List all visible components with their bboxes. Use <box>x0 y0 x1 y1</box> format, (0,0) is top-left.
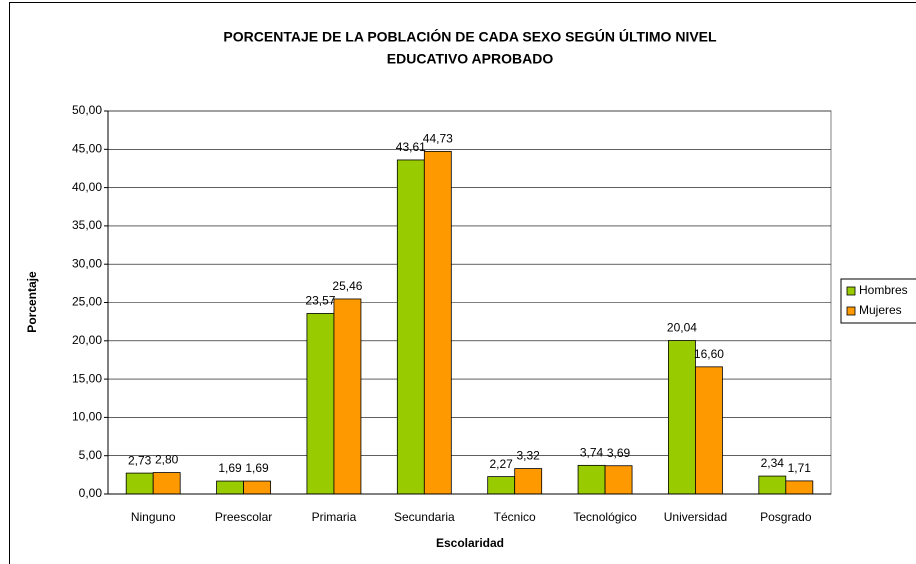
data-label: 3,32 <box>517 449 541 463</box>
legend-swatch <box>846 286 856 296</box>
bar <box>423 150 452 495</box>
y-tick-label: 10,00 <box>72 410 102 424</box>
legend-label: Mujeres <box>859 303 902 317</box>
data-label: 25,46 <box>332 279 362 293</box>
x-tick-label: Tecnológico <box>573 510 637 524</box>
bar <box>216 480 244 495</box>
legend-label: Hombres <box>859 283 908 297</box>
data-label: 1,69 <box>218 461 242 475</box>
data-label: 1,71 <box>788 461 812 475</box>
x-tick-label: Secundaria <box>394 510 455 524</box>
y-tick-label: 30,00 <box>72 256 102 270</box>
bar <box>243 480 271 495</box>
bar <box>695 366 723 495</box>
y-tick-label: 40,00 <box>72 180 102 194</box>
data-label: 20,04 <box>667 321 697 335</box>
data-label: 3,69 <box>607 446 631 460</box>
y-tick-label: 0,00 <box>79 486 103 500</box>
y-axis-title: Porcentaje <box>25 271 39 333</box>
data-label: 23,57 <box>305 294 335 308</box>
y-tick-label: 50,00 <box>72 103 102 117</box>
bar <box>668 340 696 495</box>
y-tick-label: 5,00 <box>79 448 103 462</box>
chart-title: EDUCATIVO APROBADO <box>387 51 554 67</box>
bar <box>577 464 606 495</box>
bar <box>152 472 181 495</box>
y-tick-label: 20,00 <box>72 333 102 347</box>
chart-title: PORCENTAJE DE LA POBLACIÓN DE CADA SEXO … <box>223 28 717 45</box>
x-tick-label: Preescolar <box>215 510 272 524</box>
data-label: 16,60 <box>694 347 724 361</box>
x-tick-label: Posgrado <box>760 510 812 524</box>
legend-swatch <box>846 306 856 316</box>
y-tick-label: 25,00 <box>72 295 102 309</box>
bar <box>306 313 335 495</box>
data-label: 43,61 <box>396 140 426 154</box>
data-label: 3,74 <box>580 446 604 460</box>
bar <box>396 159 425 495</box>
bar <box>785 480 814 495</box>
x-tick-label: Ninguno <box>131 510 176 524</box>
data-label: 2,34 <box>761 456 785 470</box>
bar <box>125 472 154 495</box>
x-tick-label: Primaria <box>312 510 357 524</box>
x-axis-title: Escolaridad <box>436 536 504 550</box>
data-label: 2,73 <box>128 453 152 467</box>
bar <box>758 475 787 495</box>
x-tick-label: Universidad <box>664 510 727 524</box>
data-label: 44,73 <box>423 132 453 146</box>
data-label: 1,69 <box>245 461 269 475</box>
data-label: 2,27 <box>490 457 514 471</box>
bar <box>333 298 362 495</box>
y-tick-label: 35,00 <box>72 218 102 232</box>
x-tick-label: Técnico <box>494 510 536 524</box>
bar <box>487 476 516 495</box>
y-tick-label: 15,00 <box>72 371 102 385</box>
y-tick-label: 45,00 <box>72 141 102 155</box>
bar <box>604 465 633 495</box>
bar <box>514 468 543 495</box>
data-label: 2,80 <box>155 453 179 467</box>
legend-box <box>840 278 916 324</box>
